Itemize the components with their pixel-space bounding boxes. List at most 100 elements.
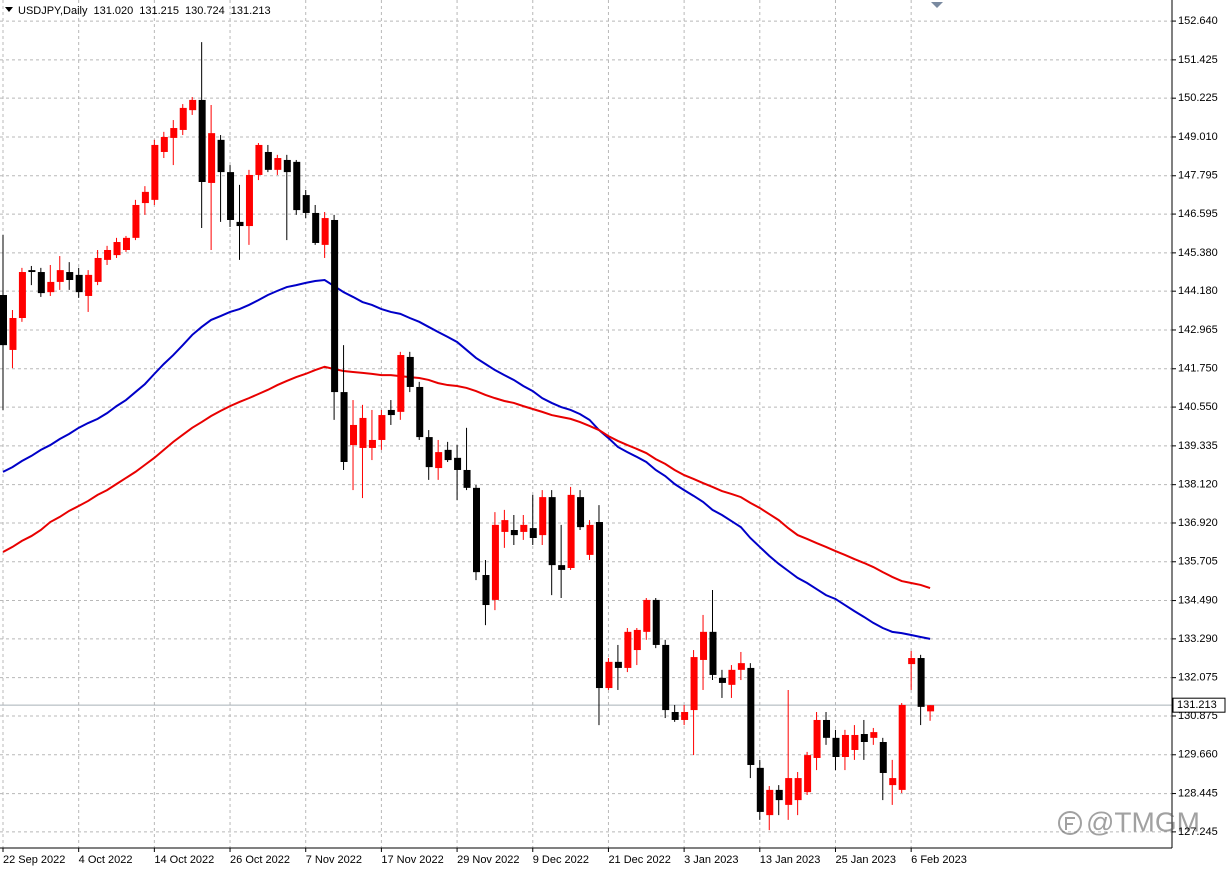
candle-body <box>747 667 755 765</box>
candle-body <box>359 417 367 448</box>
y-tick-label: 138.120 <box>1178 479 1218 491</box>
candle-body <box>85 274 93 296</box>
candle-body <box>908 658 916 665</box>
candle-body <box>595 522 603 689</box>
candle-body <box>614 661 622 668</box>
x-tick-label: 29 Nov 2022 <box>457 854 519 866</box>
y-tick-label: 140.550 <box>1178 401 1218 413</box>
candle-body <box>804 755 812 793</box>
header-value: 131.020 <box>94 5 134 17</box>
candle-body <box>548 497 556 566</box>
x-tick-label: 22 Sep 2022 <box>3 854 65 866</box>
candle-body <box>832 737 840 758</box>
candle-body <box>444 449 452 461</box>
candle-body <box>264 151 272 170</box>
candle-body <box>463 469 471 488</box>
candle-body <box>700 631 708 660</box>
x-tick-label: 17 Nov 2022 <box>381 854 443 866</box>
candle-body <box>122 237 130 250</box>
y-tick-label: 129.660 <box>1178 749 1218 761</box>
candle-body <box>870 732 878 738</box>
candle-body <box>302 195 310 213</box>
candle-body <box>312 212 320 243</box>
watermark-text: @TMGM <box>1086 806 1200 837</box>
candle-body <box>236 221 244 227</box>
candle-body <box>293 161 301 211</box>
header-value: 131.215 <box>139 5 179 17</box>
candle-body <box>652 599 660 645</box>
candle-body <box>217 139 225 173</box>
price-label-box <box>1172 697 1226 713</box>
candle-body <box>756 767 764 812</box>
watermark-logo <box>1058 811 1082 835</box>
price-label: 131.213 <box>1177 699 1217 711</box>
y-tick-label: 145.380 <box>1178 247 1218 259</box>
candle-body <box>425 437 433 468</box>
moving-average <box>2 365 931 590</box>
candle-body <box>529 528 537 538</box>
candle-body <box>775 789 783 801</box>
candle-body <box>567 494 575 568</box>
candle-body <box>558 565 566 570</box>
candle-body <box>785 778 793 805</box>
candle-body <box>671 711 679 720</box>
candle-body <box>605 661 613 689</box>
y-tick-label: 135.705 <box>1178 556 1218 568</box>
candle-body <box>75 274 83 293</box>
candle-body <box>473 487 480 573</box>
candle-body <box>350 424 358 446</box>
menu-triangle[interactable] <box>5 7 13 12</box>
y-tick-label: 132.075 <box>1178 672 1218 684</box>
candle-body <box>340 392 348 462</box>
x-tick-label: 14 Oct 2022 <box>154 854 214 866</box>
header-value: 131.213 <box>231 5 271 17</box>
candle-body <box>0 295 7 346</box>
candle-body <box>47 281 55 293</box>
candle-body <box>9 318 17 350</box>
candle-body <box>208 133 216 183</box>
candle-body <box>378 415 386 440</box>
candle-body <box>321 218 329 245</box>
candle-body <box>368 439 376 448</box>
candle-body <box>690 657 698 711</box>
candle-body <box>406 356 414 387</box>
candle-body <box>170 128 178 138</box>
candle-body <box>624 631 632 668</box>
moving-average <box>2 278 931 640</box>
candle-body <box>151 144 159 200</box>
candle-body <box>331 219 339 393</box>
y-tick-label: 128.445 <box>1178 787 1218 799</box>
candle-body <box>66 272 74 281</box>
x-tick-label: 13 Jan 2023 <box>760 854 821 866</box>
y-tick-label: 147.795 <box>1178 170 1218 182</box>
candle-body <box>245 174 253 227</box>
candle-body <box>56 270 64 282</box>
x-tick-label: 21 Dec 2022 <box>608 854 670 866</box>
candle-body <box>37 272 45 294</box>
shift-marker <box>931 2 943 8</box>
x-tick-label: 7 Nov 2022 <box>306 854 362 866</box>
plot <box>0 42 935 831</box>
watermark: @TMGM <box>1058 806 1200 837</box>
chart-header: USDJPY,Daily 131.020 131.215 130.724 131.213 <box>18 5 271 17</box>
candle-body <box>643 599 651 632</box>
candle-body <box>141 191 149 204</box>
x-tick-label: 26 Oct 2022 <box>230 854 290 866</box>
candle-body <box>198 99 206 182</box>
candle-body <box>889 778 897 786</box>
candle-body <box>387 409 395 416</box>
candle-body <box>662 644 670 711</box>
candle-body <box>851 734 859 750</box>
candle-body <box>435 452 443 469</box>
candle-body <box>766 789 774 816</box>
candle-body <box>227 172 235 220</box>
y-tick-label: 144.180 <box>1178 285 1218 297</box>
y-tick-label: 139.335 <box>1178 440 1218 452</box>
candle-body <box>416 386 424 438</box>
y-tick-label: 133.290 <box>1178 633 1218 645</box>
candle-body <box>539 497 547 536</box>
y-tick-label: 151.425 <box>1178 54 1218 66</box>
candle-body <box>823 719 831 738</box>
y-tick-label: 149.010 <box>1178 131 1218 143</box>
candle-body <box>520 524 528 532</box>
